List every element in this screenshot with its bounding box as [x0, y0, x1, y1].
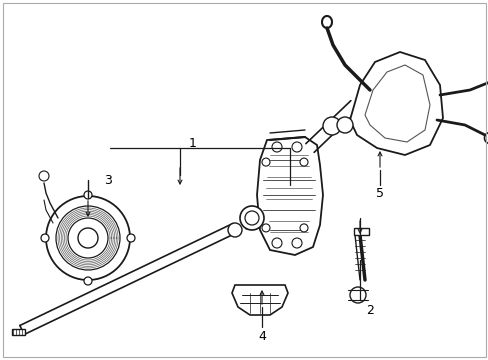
- Polygon shape: [257, 137, 323, 255]
- Circle shape: [299, 158, 307, 166]
- Text: 3: 3: [104, 174, 112, 186]
- Circle shape: [299, 224, 307, 232]
- Text: 1: 1: [189, 136, 197, 149]
- Polygon shape: [231, 285, 287, 315]
- Circle shape: [291, 238, 302, 248]
- Circle shape: [271, 238, 282, 248]
- Circle shape: [39, 171, 49, 181]
- Circle shape: [46, 196, 130, 280]
- Circle shape: [262, 224, 269, 232]
- Polygon shape: [353, 228, 368, 235]
- Circle shape: [127, 234, 135, 242]
- Circle shape: [262, 158, 269, 166]
- Circle shape: [349, 287, 365, 303]
- Circle shape: [84, 277, 92, 285]
- Circle shape: [84, 191, 92, 199]
- Circle shape: [323, 117, 340, 135]
- Circle shape: [41, 234, 49, 242]
- Circle shape: [336, 117, 352, 133]
- Text: 2: 2: [366, 303, 373, 316]
- Circle shape: [56, 206, 120, 270]
- Text: 5: 5: [375, 186, 383, 199]
- Circle shape: [78, 228, 98, 248]
- Polygon shape: [349, 52, 442, 155]
- Circle shape: [244, 211, 259, 225]
- Circle shape: [240, 206, 264, 230]
- Polygon shape: [12, 329, 25, 335]
- Circle shape: [271, 142, 282, 152]
- Circle shape: [68, 218, 108, 258]
- Circle shape: [227, 223, 242, 237]
- Polygon shape: [364, 65, 429, 142]
- Circle shape: [291, 142, 302, 152]
- Text: 4: 4: [258, 330, 265, 343]
